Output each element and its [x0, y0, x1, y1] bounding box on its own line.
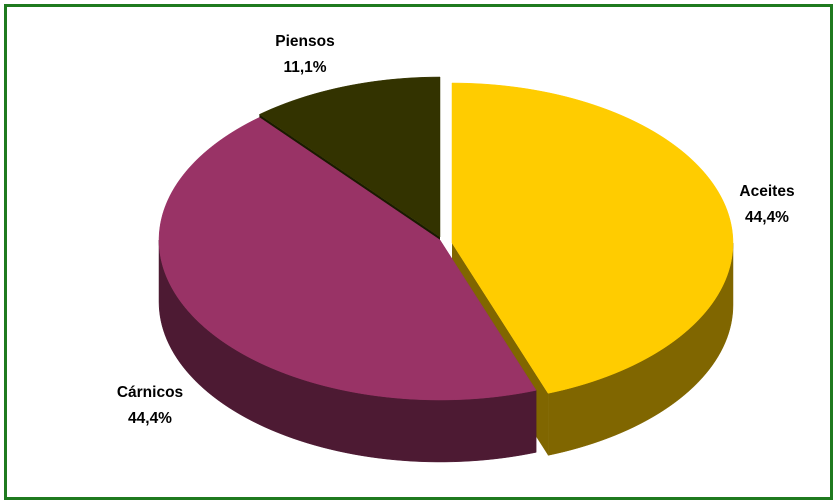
slice-value-piensos: 11,1%	[283, 59, 326, 76]
slice-label-aceites: Aceites	[739, 183, 794, 200]
slice-value-carnicos: 44,4%	[128, 410, 172, 427]
slice-piensos	[258, 76, 441, 238]
pie-tops	[158, 76, 734, 401]
pie-labels: Aceites 44,4% Cárnicos 44,4% Piensos 11,…	[117, 33, 795, 427]
slice-label-carnicos: Cárnicos	[117, 384, 183, 401]
slice-carnicos	[158, 117, 537, 401]
slice-aceites	[451, 82, 734, 394]
slice-value-aceites: 44,4%	[745, 209, 789, 226]
slice-label-piensos: Piensos	[275, 33, 334, 50]
